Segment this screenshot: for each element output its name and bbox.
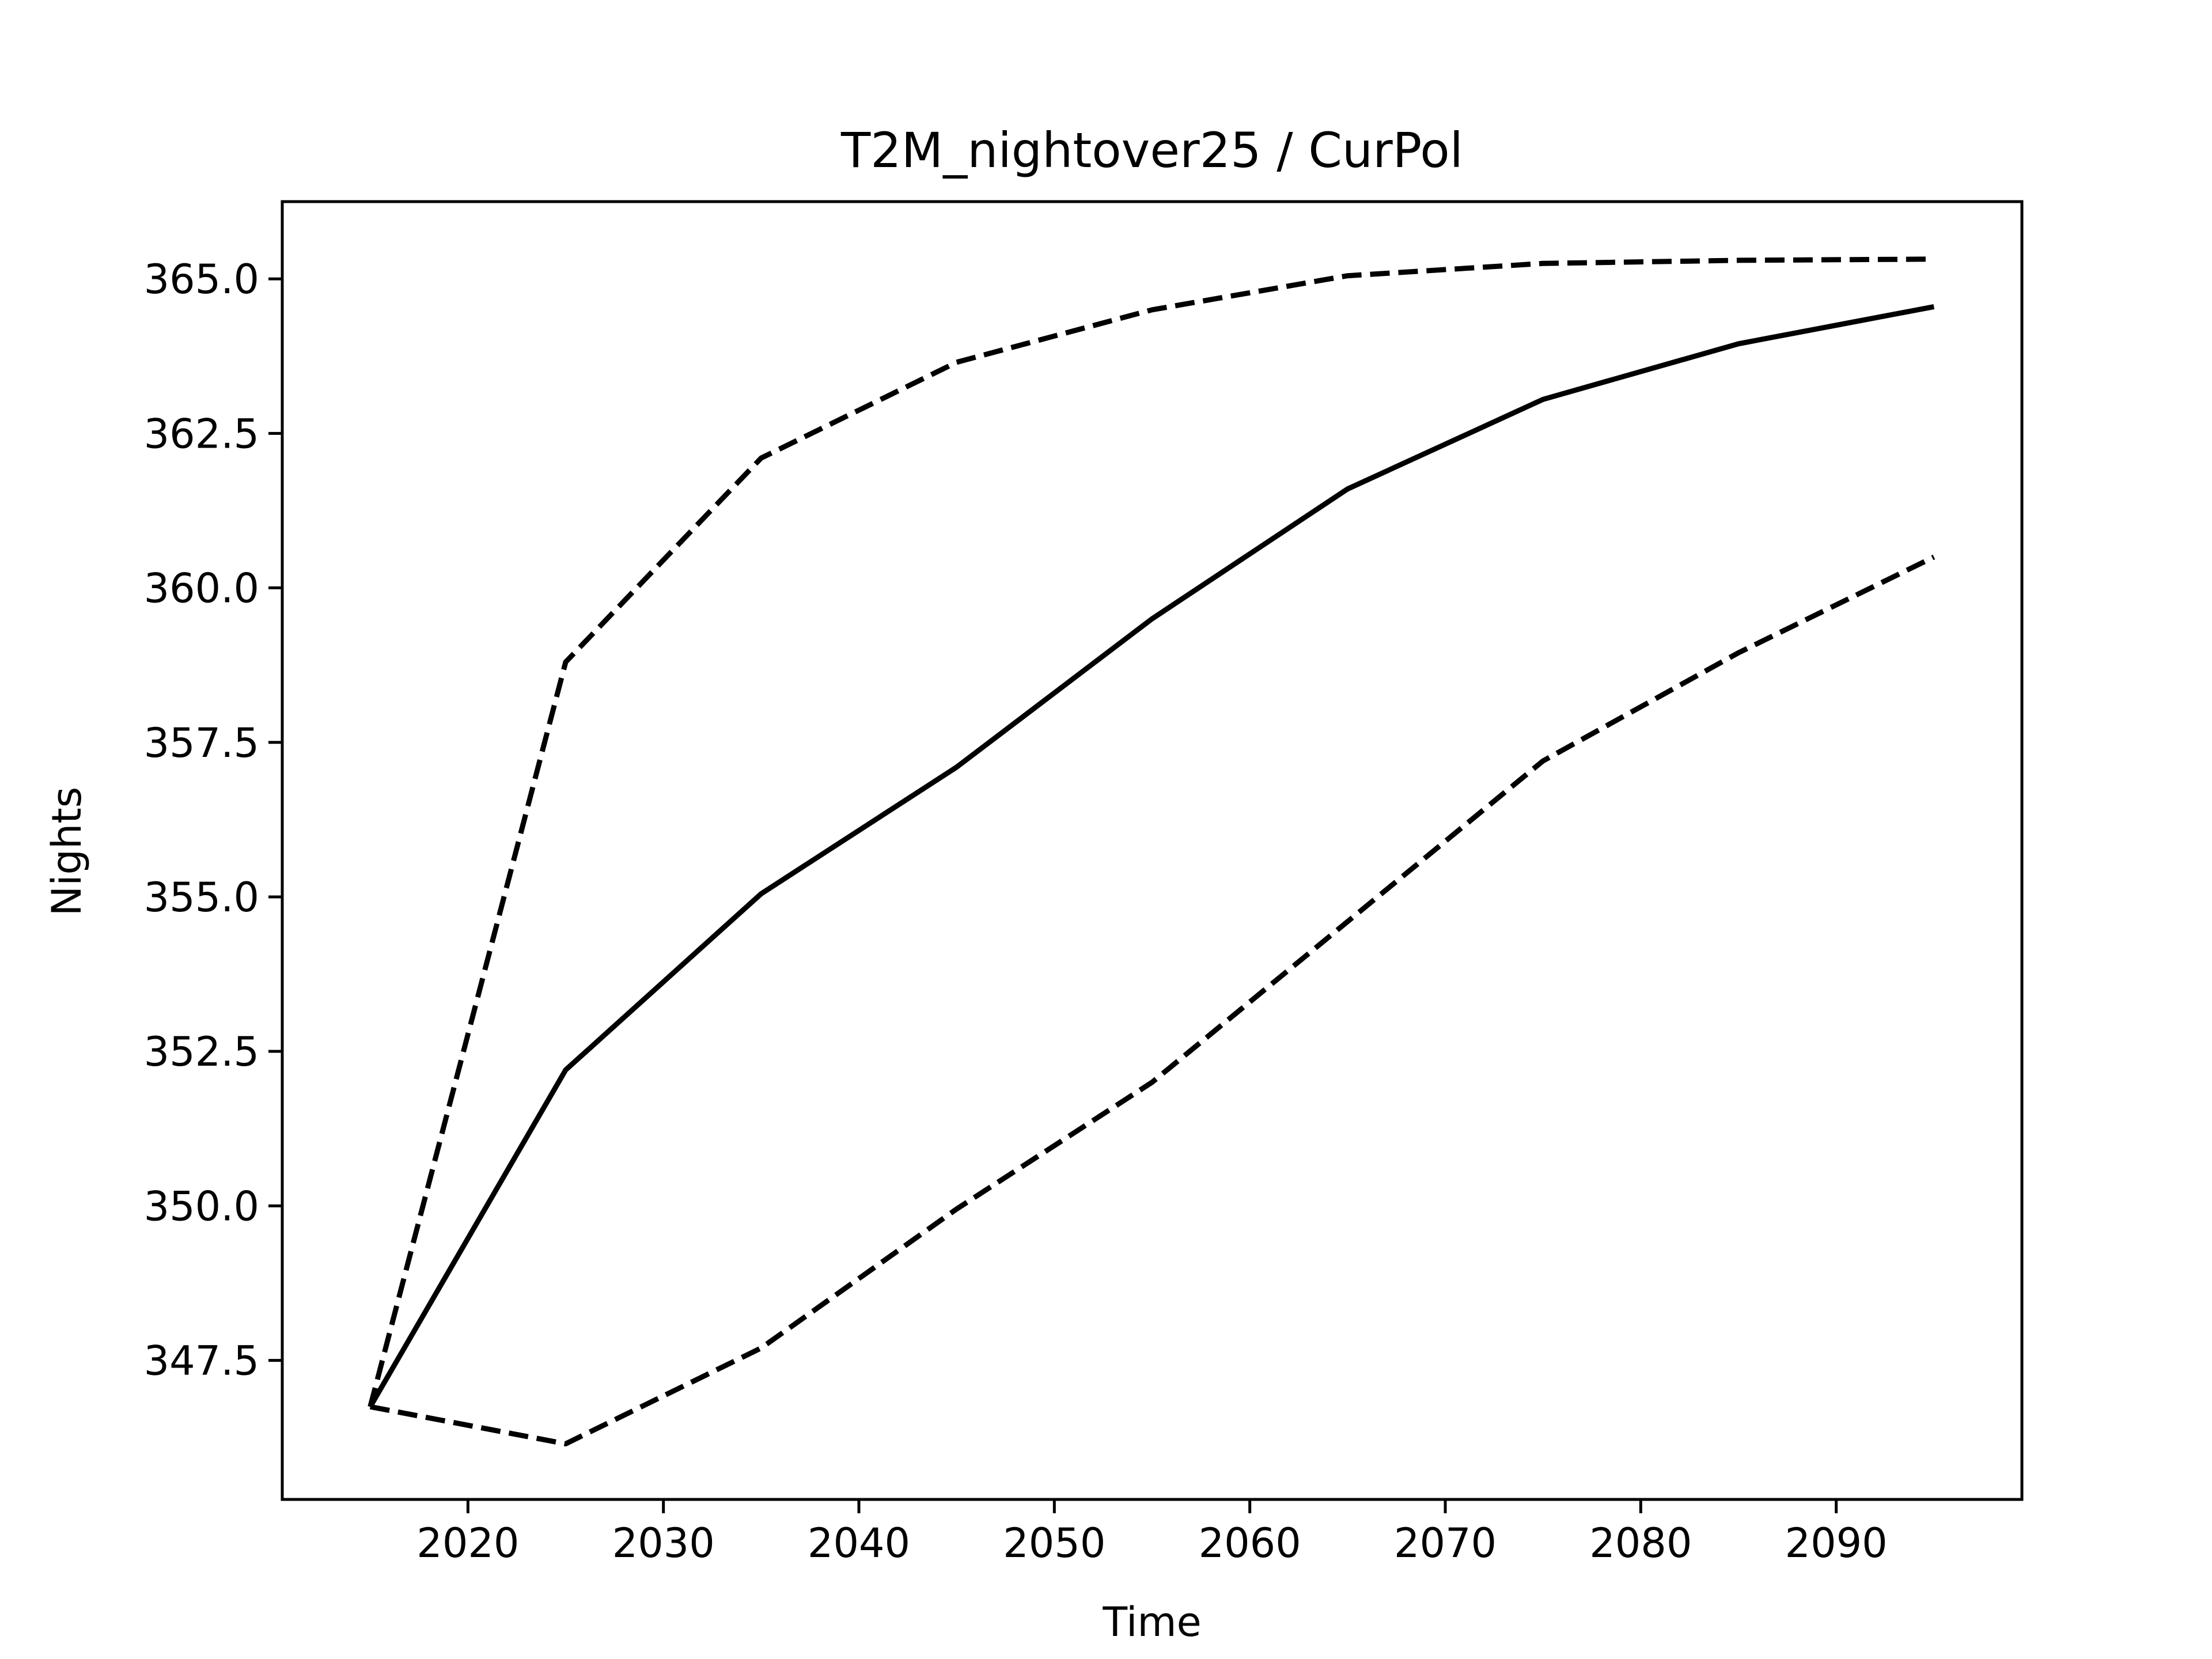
x-axis: 2020 2030 2040 2050 2060 2070 2080 2090: [416, 1499, 1888, 1567]
x-tick-label: 2090: [1785, 1520, 1888, 1567]
series-line-2: [368, 256, 1934, 1408]
y-tick-label: 350.0: [144, 1183, 259, 1230]
series-line-3: [369, 554, 1936, 1446]
x-tick-label: 2060: [1199, 1520, 1301, 1567]
chart-title: T2M_nightover25 / CurPol: [840, 122, 1463, 179]
x-tick-label: 2040: [808, 1520, 910, 1567]
y-axis: 347.5 350.0 352.5 355.0 357.5 360.0 362.5 365.0: [144, 256, 282, 1385]
axes-frame: [281, 200, 2024, 1501]
y-tick-label: 357.5: [144, 719, 259, 767]
x-tick-label: 2030: [612, 1520, 715, 1567]
y-tick-label: 360.0: [144, 565, 259, 612]
plot-area: [368, 256, 1936, 1446]
y-axis-label: Nights: [43, 787, 90, 916]
x-axis-label: Time: [1102, 1599, 1201, 1646]
series-line-1: [368, 304, 1935, 1408]
y-tick-label: 347.5: [144, 1338, 259, 1385]
y-tick-label: 365.0: [144, 256, 259, 303]
x-tick-label: 2020: [416, 1520, 519, 1567]
y-tick-label: 362.5: [144, 410, 259, 457]
x-tick-label: 2070: [1394, 1520, 1497, 1567]
y-tick-label: 352.5: [144, 1028, 259, 1075]
x-tick-label: 2080: [1589, 1520, 1692, 1567]
y-tick-label: 355.0: [144, 874, 259, 921]
x-tick-label: 2050: [1003, 1520, 1105, 1567]
